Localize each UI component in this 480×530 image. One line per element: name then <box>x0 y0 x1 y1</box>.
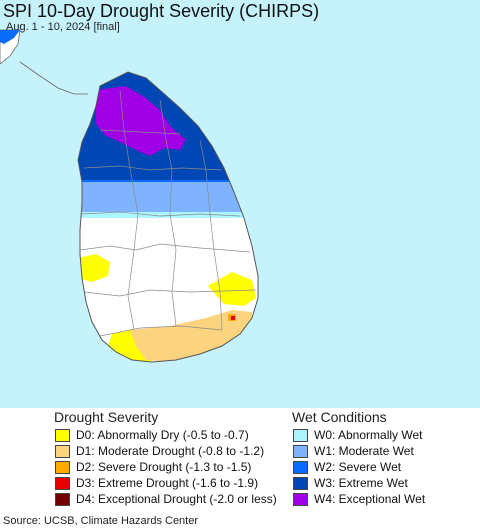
d0-west <box>78 254 110 282</box>
legend-label-d1: D1: Moderate Drought (-0.8 to -1.2) <box>76 444 265 458</box>
legend-swatch-d0 <box>55 428 70 442</box>
legend-item-d2: D2: Severe Drought (-1.3 to -1.5) <box>55 459 251 475</box>
wet-legend-heading: Wet Conditions <box>292 409 387 425</box>
legend-label-w1: W1: Moderate Wet <box>314 444 414 458</box>
source-credit: Source: UCSB, Climate Hazards Center <box>3 515 199 527</box>
legend-swatch-w2 <box>293 460 308 474</box>
district-boundaries <box>79 89 257 337</box>
drought-legend-heading: Drought Severity <box>54 409 159 425</box>
legend-item-w0: W0: Abnormally Wet <box>293 427 422 443</box>
legend-label-w4: W4: Exceptional Wet <box>314 492 426 506</box>
legend-item-d3: D3: Extreme Drought (-1.6 to -1.9) <box>55 475 258 491</box>
legend-item-w4: W4: Exceptional Wet <box>293 491 425 507</box>
legend-label-d3: D3: Extreme Drought (-1.6 to -1.9) <box>76 476 259 490</box>
legend-swatch-d1 <box>55 444 70 458</box>
legend-item-w2: W2: Severe Wet <box>293 459 401 475</box>
legend-label-w0: W0: Abnormally Wet <box>314 428 423 442</box>
india-wet-patch <box>0 30 20 44</box>
mannar-islands <box>19 61 88 95</box>
legend-swatch-d3 <box>55 476 70 490</box>
w4-area <box>96 86 186 156</box>
legend-swatch-w0 <box>293 428 308 442</box>
map-panel: SPI 10-Day Drought Severity (CHIRPS) Aug… <box>0 0 480 408</box>
legend-swatch-d4 <box>55 492 70 506</box>
legend-item-d4: D4: Exceptional Drought (-2.0 or less) <box>55 491 277 507</box>
legend-swatch-w1 <box>293 444 308 458</box>
map-title: SPI 10-Day Drought Severity (CHIRPS) <box>3 1 320 21</box>
legend-label-w3: W3: Extreme Wet <box>314 476 408 490</box>
d3-spot <box>231 316 235 320</box>
legend-label-d0: D0: Abnormally Dry (-0.5 to -0.7) <box>76 428 249 442</box>
legend-swatch-w4 <box>293 492 308 506</box>
legend-swatch-w3 <box>293 476 308 490</box>
legend-swatch-d2 <box>55 460 70 474</box>
map <box>0 29 259 363</box>
legend-item-w3: W3: Extreme Wet <box>293 475 408 491</box>
legend-item-d0: D0: Abnormally Dry (-0.5 to -0.7) <box>55 427 249 443</box>
legend-label-w2: W2: Severe Wet <box>314 460 402 474</box>
legend-item-d1: D1: Moderate Drought (-0.8 to -1.2) <box>55 443 264 459</box>
island <box>77 71 259 363</box>
legend-label-d4: D4: Exceptional Drought (-2.0 or less) <box>76 492 277 506</box>
legend-label-d2: D2: Severe Drought (-1.3 to -1.5) <box>76 460 252 474</box>
legend-item-w1: W1: Moderate Wet <box>293 443 414 459</box>
map-subtitle: Aug. 1 - 10, 2024 [final] <box>6 21 120 33</box>
